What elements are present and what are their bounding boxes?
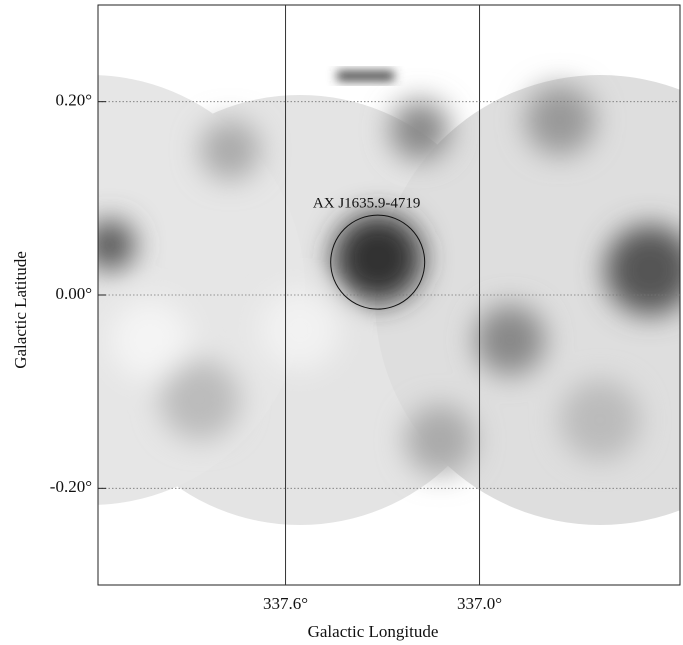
y-tick-label: 0.20°	[55, 91, 92, 110]
y-tick-label: -0.20°	[50, 477, 92, 496]
y-axis-label: Galactic Latitude	[11, 251, 30, 369]
x-tick-label: 337.6°	[263, 594, 308, 613]
x-axis-label: Galactic Longitude	[308, 622, 439, 641]
source-circle	[330, 214, 426, 310]
y-tick-label: 0.00°	[55, 284, 92, 303]
map-tile	[98, 75, 305, 505]
map-structure	[98, 85, 680, 475]
annotation: AX J1635.9-4719	[313, 196, 421, 212]
sky-map	[98, 71, 680, 525]
x-tick-label: 337.0°	[457, 594, 502, 613]
map-edge	[337, 71, 394, 81]
